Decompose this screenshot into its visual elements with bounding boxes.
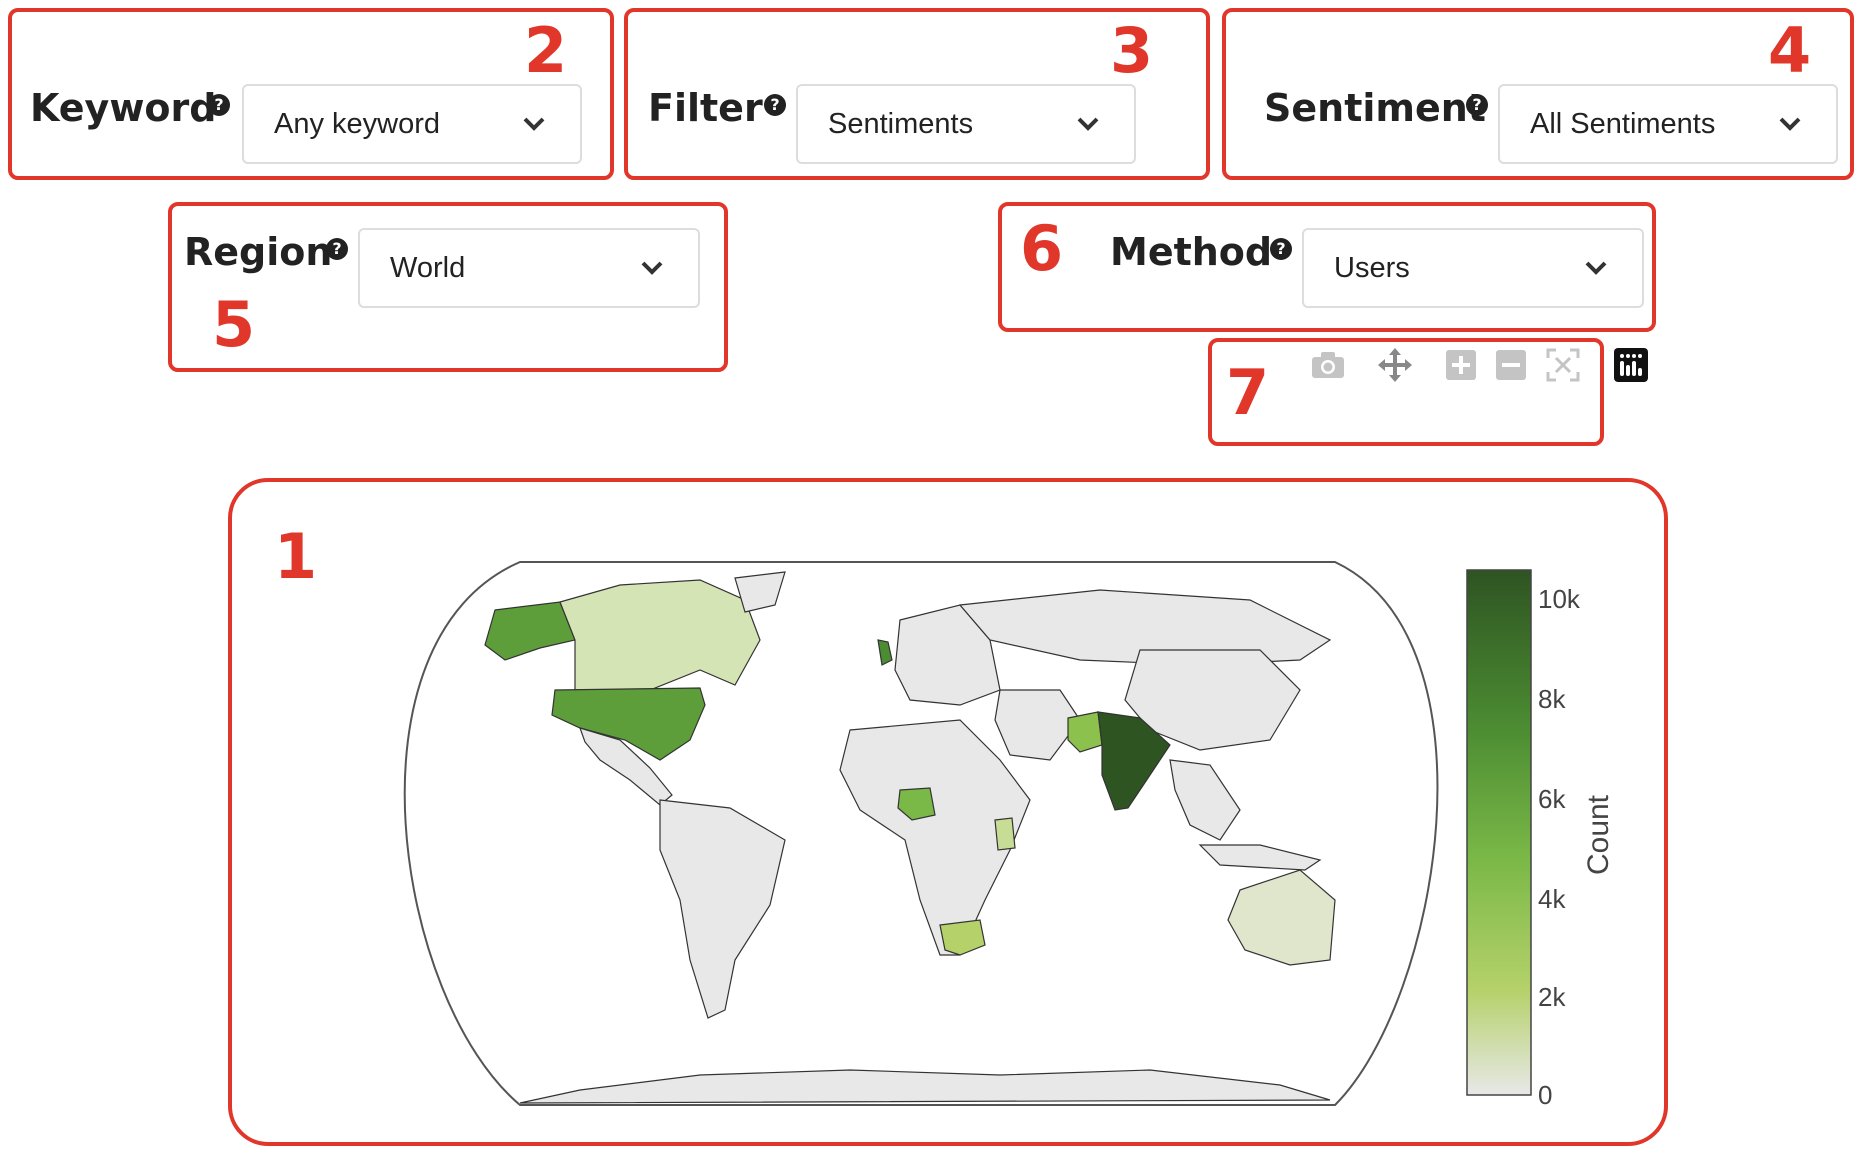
plotly-logo-icon[interactable] [1614,348,1648,382]
colorbar-tick: 10k [1538,584,1581,614]
annotation-box-sentiment [1222,8,1854,180]
keyword-dropdown[interactable]: Any keyword [242,84,582,164]
country-south-america [659,799,786,1019]
country-middle-east [994,689,1081,761]
country-south-africa [939,919,986,956]
chevron-down-icon [1585,261,1607,275]
colorbar-title: Count [1582,794,1615,875]
keyword-label: Keyword [30,86,217,130]
annotation-number-6: 6 [1020,212,1064,285]
pan-icon[interactable] [1376,346,1414,384]
region-dropdown-value: World [390,252,466,284]
colorbar-tick: 6k [1538,784,1566,814]
chevron-down-icon [1779,117,1801,131]
annotation-number-7: 7 [1226,356,1270,429]
keyword-help-icon[interactable]: ? [208,94,230,116]
chevron-down-icon [641,261,663,275]
country-uk [877,639,893,666]
filter-help-icon[interactable]: ? [764,94,786,116]
filter-dropdown-value: Sentiments [828,108,974,140]
colorbar [1466,569,1532,1096]
country-australia [1227,869,1336,966]
country-usa [551,687,706,761]
colorbar-tick: 8k [1538,684,1566,714]
colorbar-tick: 0 [1538,1080,1552,1110]
country-antarctica [519,1069,1331,1104]
country-indonesia [1198,844,1322,871]
annotation-number-2: 2 [524,14,568,87]
country-southeast-asia [1169,759,1241,841]
region-help-icon[interactable]: ? [326,238,348,260]
annotation-box-keyword [8,8,614,180]
country-nigeria [897,787,936,821]
filter-label: Filter [648,86,763,130]
country-pakistan [1067,711,1103,753]
country-india [1097,711,1171,811]
keyword-dropdown-value: Any keyword [274,108,441,140]
annotation-box-region [168,202,728,372]
method-label: Method [1110,230,1273,274]
region-dropdown[interactable]: World [358,228,700,308]
annotation-number-1: 1 [274,520,318,593]
method-dropdown[interactable]: Users [1302,228,1644,308]
zoom-in-icon[interactable] [1446,350,1476,380]
annotation-box-map [228,478,1668,1146]
camera-icon[interactable] [1310,350,1346,380]
zoom-out-icon[interactable] [1496,350,1526,380]
method-help-icon[interactable]: ? [1270,238,1292,260]
country-kenya [994,817,1016,851]
annotation-box-method [998,202,1656,332]
chevron-down-icon [523,117,545,131]
method-dropdown-value: Users [1334,252,1410,284]
sentiment-dropdown[interactable]: All Sentiments [1498,84,1838,164]
sentiment-help-icon[interactable]: ? [1466,94,1488,116]
region-label: Region [184,230,333,274]
country-greenland [734,571,786,613]
annotation-number-5: 5 [212,288,256,361]
filter-dropdown[interactable]: Sentiments [796,84,1136,164]
colorbar-tick: 2k [1538,982,1566,1012]
sentiment-dropdown-value: All Sentiments [1530,108,1716,140]
annotation-number-4: 4 [1768,14,1812,87]
chevron-down-icon [1077,117,1099,131]
annotation-box-toolbar [1208,338,1604,446]
country-russia [958,589,1332,666]
country-china [1124,649,1301,751]
autoscale-icon[interactable] [1546,348,1580,382]
colorbar-tick: 4k [1538,884,1566,914]
country-canada [559,579,761,691]
sentiment-label: Sentiment [1264,86,1486,130]
annotation-number-3: 3 [1110,14,1154,87]
annotation-box-filter [624,8,1210,180]
